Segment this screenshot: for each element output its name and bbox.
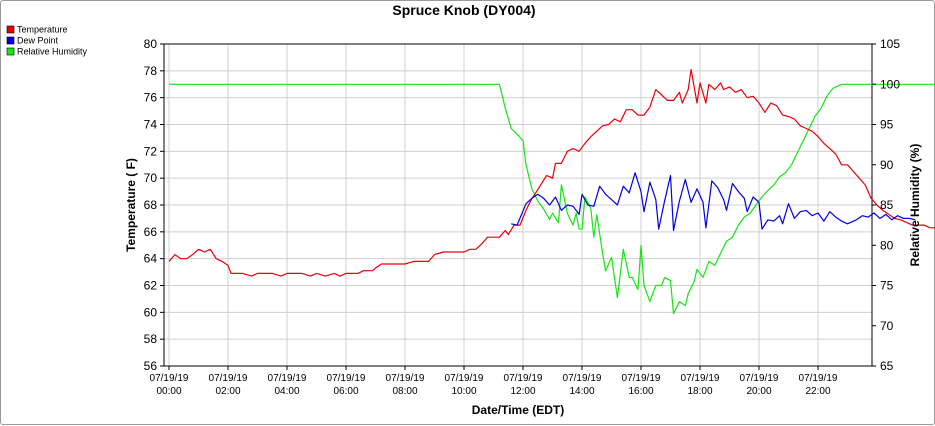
y2-tick-label: 70 [880, 319, 894, 333]
x-tick-date: 07/19/19 [563, 373, 602, 384]
y-tick-label: 60 [144, 305, 158, 319]
series-line-dew-point [511, 172, 916, 232]
x-tick-date: 07/19/19 [386, 373, 425, 384]
y-tick-label: 78 [144, 64, 158, 78]
y-tick-label: 68 [144, 198, 158, 212]
legend: Temperature Dew Point Relative Humidity [6, 25, 88, 57]
y-tick-label: 74 [144, 118, 158, 132]
y2-tick-label: 105 [880, 37, 900, 51]
x-tick-time: 18:00 [687, 386, 712, 397]
series-layer [168, 68, 935, 315]
y-tick-label: 76 [144, 91, 158, 105]
x-tick-date: 07/19/19 [799, 373, 838, 384]
x-tick-time: 22:00 [805, 386, 830, 397]
x-tick-date: 07/19/19 [445, 373, 484, 384]
y-tick-label: 64 [144, 252, 158, 266]
y-tick-label: 72 [144, 144, 158, 158]
x-tick-date: 07/19/19 [209, 373, 248, 384]
x-tick-time: 00:00 [156, 386, 181, 397]
y2-tick-label: 65 [880, 359, 894, 373]
x-tick-time: 10:00 [451, 386, 476, 397]
right-axis-ticks: 65 70 75 80 85 90 95 100 105 [872, 37, 900, 373]
y2-axis-label: Relative Humidity (%) [908, 144, 922, 267]
y2-tick-label: 95 [880, 118, 894, 132]
x-tick-date: 07/19/19 [268, 373, 307, 384]
legend-label-dew-point: Dew Point [17, 36, 59, 46]
legend-swatch-dew-point [6, 36, 15, 45]
y2-tick-label: 85 [880, 198, 894, 212]
grid [164, 43, 872, 367]
x-tick-date: 07/19/19 [622, 373, 661, 384]
y-tick-label: 70 [144, 171, 158, 185]
x-tick-time: 08:00 [392, 386, 417, 397]
x-tick-date: 07/19/19 [740, 373, 779, 384]
series-line-temperature [168, 68, 935, 277]
x-tick-time: 12:00 [510, 386, 535, 397]
x-tick-date: 07/19/19 [150, 373, 189, 384]
legend-label-temperature: Temperature [17, 25, 68, 35]
x-tick-time: 16:00 [628, 386, 653, 397]
y2-tick-label: 75 [880, 279, 894, 293]
y2-tick-label: 80 [880, 238, 894, 252]
x-tick-date: 07/19/19 [681, 373, 720, 384]
x-tick-time: 06:00 [333, 386, 358, 397]
x-tick-time: 20:00 [746, 386, 771, 397]
y-tick-label: 80 [144, 37, 158, 51]
legend-label-relative-humidity: Relative Humidity [17, 47, 88, 57]
y-tick-label: 62 [144, 279, 158, 293]
y2-tick-label: 100 [880, 77, 900, 91]
y-tick-label: 56 [144, 359, 158, 373]
x-tick-time: 14:00 [569, 386, 594, 397]
chart-title: Spruce Knob (DY004) [392, 2, 535, 18]
x-tick-time: 04:00 [274, 386, 299, 397]
y-tick-label: 58 [144, 332, 158, 346]
y2-tick-label: 90 [880, 158, 894, 172]
legend-swatch-temperature [6, 25, 15, 34]
x-tick-date: 07/19/19 [327, 373, 366, 384]
series-line-relative-humidity [169, 83, 935, 315]
x-tick-date: 07/19/19 [504, 373, 543, 384]
x-tick-time: 02:00 [215, 386, 240, 397]
left-axis-ticks: 56 58 60 62 64 66 68 70 72 74 76 78 80 [144, 37, 164, 373]
x-axis-ticks: 07/19/19 00:00 07/19/19 02:00 07/19/19 04:00 0… [150, 366, 838, 397]
y-axis-label: Temperature ( F) [124, 158, 138, 252]
x-axis-label: Date/Time (EDT) [472, 403, 564, 417]
legend-swatch-relative-humidity [6, 47, 15, 56]
y-tick-label: 66 [144, 225, 158, 239]
